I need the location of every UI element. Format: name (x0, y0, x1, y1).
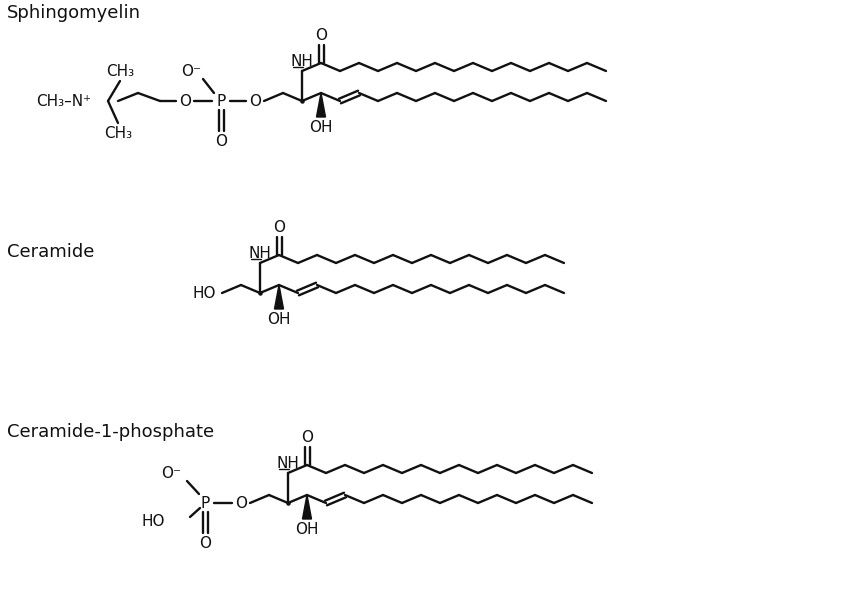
Text: O: O (215, 133, 227, 148)
Text: Ceramide-1-phosphate: Ceramide-1-phosphate (7, 423, 214, 441)
Polygon shape (274, 285, 284, 309)
Text: P: P (216, 93, 225, 109)
Text: P: P (200, 496, 209, 511)
Text: CH₃: CH₃ (104, 126, 132, 142)
Text: HO: HO (192, 285, 216, 301)
Text: O: O (315, 27, 327, 43)
Text: Ceramide: Ceramide (7, 243, 95, 261)
Text: O: O (301, 430, 313, 444)
Polygon shape (316, 93, 326, 117)
Text: NH: NH (290, 54, 313, 68)
Text: HO: HO (142, 513, 165, 529)
Text: CH₃–N⁺: CH₃–N⁺ (36, 93, 91, 109)
Text: OH: OH (309, 120, 333, 136)
Text: O: O (199, 535, 211, 551)
Text: NH: NH (277, 455, 300, 470)
Text: O: O (179, 93, 191, 109)
Polygon shape (302, 495, 311, 519)
Text: OH: OH (268, 312, 290, 327)
Text: NH: NH (249, 246, 272, 260)
Text: O⁻: O⁻ (181, 64, 201, 78)
Text: O⁻: O⁻ (161, 466, 181, 480)
Text: Sphingomyelin: Sphingomyelin (7, 4, 141, 22)
Text: O: O (273, 219, 285, 235)
Text: OH: OH (295, 522, 319, 538)
Text: CH₃: CH₃ (106, 64, 134, 78)
Text: O: O (235, 496, 247, 511)
Text: O: O (249, 93, 261, 109)
